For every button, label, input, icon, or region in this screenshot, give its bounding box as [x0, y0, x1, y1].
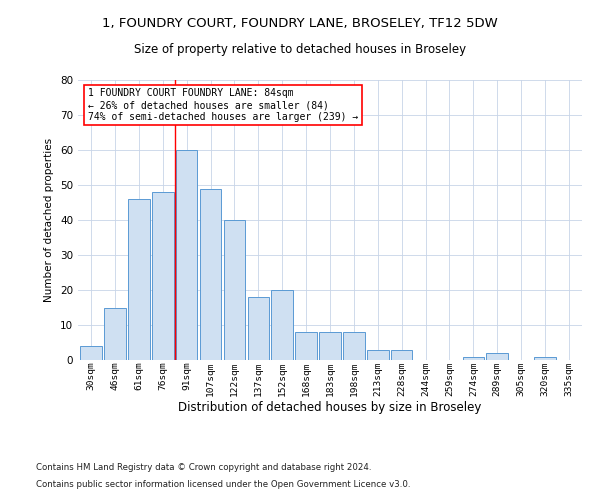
Bar [224, 220, 245, 360]
Bar [463, 356, 484, 360]
Bar [319, 332, 341, 360]
Bar [295, 332, 317, 360]
Bar [248, 297, 269, 360]
Text: Contains HM Land Registry data © Crown copyright and database right 2024.: Contains HM Land Registry data © Crown c… [36, 464, 371, 472]
Bar [534, 356, 556, 360]
Bar [176, 150, 197, 360]
Text: Size of property relative to detached houses in Broseley: Size of property relative to detached ho… [134, 42, 466, 56]
Bar [128, 199, 149, 360]
Text: Contains public sector information licensed under the Open Government Licence v3: Contains public sector information licen… [36, 480, 410, 489]
X-axis label: Distribution of detached houses by size in Broseley: Distribution of detached houses by size … [178, 402, 482, 414]
Bar [487, 353, 508, 360]
Bar [367, 350, 389, 360]
Text: 1 FOUNDRY COURT FOUNDRY LANE: 84sqm
← 26% of detached houses are smaller (84)
74: 1 FOUNDRY COURT FOUNDRY LANE: 84sqm ← 26… [88, 88, 358, 122]
Bar [200, 188, 221, 360]
Bar [271, 290, 293, 360]
Y-axis label: Number of detached properties: Number of detached properties [44, 138, 55, 302]
Bar [343, 332, 365, 360]
Text: 1, FOUNDRY COURT, FOUNDRY LANE, BROSELEY, TF12 5DW: 1, FOUNDRY COURT, FOUNDRY LANE, BROSELEY… [102, 18, 498, 30]
Bar [104, 308, 126, 360]
Bar [391, 350, 412, 360]
Bar [80, 346, 102, 360]
Bar [152, 192, 173, 360]
